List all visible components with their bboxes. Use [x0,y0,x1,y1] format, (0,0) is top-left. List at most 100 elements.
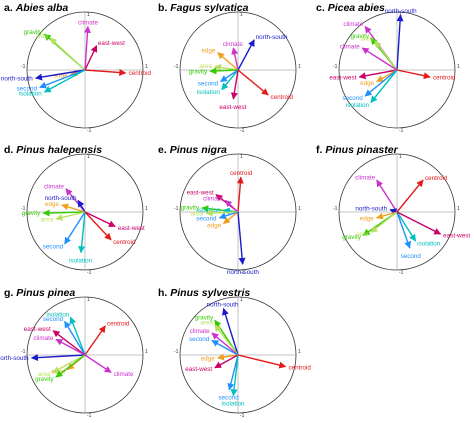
vector-label-edge: edge [201,48,216,55]
vector-north-south [237,39,255,71]
vector-label-north-south: north-south [256,34,288,41]
vector-label-isolation: isolation [197,89,221,96]
vector-edge [217,52,239,71]
panel-title: a. Abies alba [4,2,68,14]
tick-x-pos: 1 [145,64,148,70]
panel-title: h. Pinus sylvestris [158,287,250,299]
vector-label-climate: climate [340,43,360,50]
vector-label-isolation: isolation [19,90,43,97]
vector-label-isolation: isolation [346,102,370,109]
vector-label-area: area [356,231,369,238]
tick-y-neg: -1 [399,270,404,276]
species-name: Abies alba [15,2,69,14]
vector-east-west [230,69,239,100]
vector-label-centroid: centroid [270,94,293,101]
vector-label-isolation: isolation [46,311,70,318]
vector-label-east-west: east-west [185,366,212,373]
species-name: Pinus halepensis [16,144,102,156]
vector-label-east-west: east-west [187,190,214,197]
vector-label-north-south: north-south [227,269,259,276]
tick-x-pos: 1 [457,206,460,212]
vector-isolation [78,211,86,254]
panel-title: b. Fagus sylvatica [158,2,249,14]
vector-label-east-west: east-west [329,75,356,82]
vector-label-isolation: isolation [221,401,245,408]
vector-label-gravity: gravity [24,29,43,36]
vector-label-isolation: isolation [69,258,93,265]
tick-y-pos: 1 [87,297,90,303]
vector-east-west [84,211,116,228]
vector-gravity [55,354,86,378]
vector-label-north-south: north-south [0,355,29,362]
vector-second [396,211,411,249]
vector-label-climate: climate [78,20,98,27]
vector-centroid [236,176,244,213]
vector-second [220,69,239,83]
vector-label-isolation: isolation [417,241,441,248]
vector-isolation [69,316,86,356]
vector-label-second: second [189,336,210,343]
vector-label-gravity: gravity [35,376,54,383]
vector-label-gravity: gravity [22,210,41,217]
species-name: Pinus pinaster [325,144,398,156]
vector-edge [376,211,398,220]
panel-title: g. Pinus pinea [4,287,75,299]
tick-x-neg: -1 [21,206,26,212]
tick-x-pos: 1 [457,64,460,70]
panel-title: f. Pinus pinaster [316,144,399,156]
tick-y-pos: 1 [240,12,243,18]
vector-edge [222,211,239,225]
vector-area [55,211,86,221]
vector-label-north-south: north-south [45,195,77,202]
vector-north-south [222,307,239,356]
vector-climate [211,332,239,356]
tick-y-pos: 1 [87,12,90,18]
vector-centroid [396,69,431,80]
vector-east-west [214,354,239,369]
tick-x-neg: -1 [174,206,179,212]
panel-letter: e. [158,144,170,156]
tick-y-pos: 1 [87,154,90,160]
tick-y-pos: 1 [240,297,243,303]
tick-x-pos: 1 [145,206,148,212]
vector-area [370,211,398,233]
panel-letter: a. [4,2,16,14]
vector-gravity [42,209,86,217]
species-name: Pinus sylvestris [170,287,250,299]
species-name: Pinus pinea [16,287,75,299]
vector-centroid [84,68,127,76]
vector-isolation [370,69,398,104]
vector-climate [83,25,91,71]
vector-label-edge: edge [45,201,60,208]
panel-letter: h. [158,287,170,299]
vector-isolation [230,354,239,397]
vector-label-north-south: north-south [385,8,417,15]
panel-letter: b. [158,2,170,14]
vector-label-area: area [361,36,374,43]
vector-label-north-south: north-south [207,302,239,309]
vector-label-east-west: east-west [118,225,145,232]
tick-y-neg: -1 [87,128,92,134]
vector-label-gravity: gravity [342,234,361,241]
vector-north-south [396,14,404,71]
vector-east-west [358,69,398,80]
vector-label-gravity: gravity [181,205,200,212]
vector-second [64,211,86,245]
vector-label-area: area [199,63,212,70]
vector-second [211,339,239,356]
vector-climate [65,188,86,213]
vector-label-climate: climate [343,21,363,28]
vector-edge [61,203,86,213]
vector-isolation [396,211,417,242]
species-name: Pinus nigra [170,144,227,156]
panel-letter: f. [316,144,325,156]
tick-x-pos: 1 [298,349,301,355]
vector-label-climate: climate [44,183,64,190]
vector-climate [376,179,398,213]
vector-second [218,211,239,220]
vector-second [227,354,239,391]
vector-label-centroid: centroid [129,70,152,77]
